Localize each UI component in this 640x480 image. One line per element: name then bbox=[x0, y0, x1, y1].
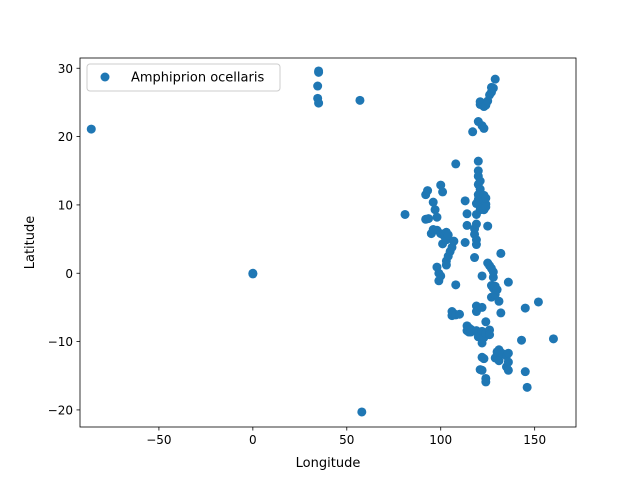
y-axis-label: Latitude bbox=[23, 216, 38, 270]
data-point bbox=[314, 67, 324, 77]
data-point bbox=[475, 176, 485, 186]
x-tick-label: 0 bbox=[249, 433, 257, 447]
data-point bbox=[522, 382, 532, 392]
data-point bbox=[400, 209, 410, 219]
data-point bbox=[468, 127, 478, 137]
data-point bbox=[441, 260, 451, 270]
data-point bbox=[477, 302, 487, 312]
data-point bbox=[477, 271, 487, 281]
data-points bbox=[86, 66, 558, 417]
x-tick-label: 50 bbox=[339, 433, 354, 447]
data-point bbox=[492, 285, 502, 295]
data-point bbox=[485, 330, 495, 340]
data-point bbox=[483, 221, 493, 231]
data-point bbox=[248, 269, 258, 279]
y-tick-label: 30 bbox=[58, 62, 73, 76]
data-point bbox=[477, 365, 487, 375]
data-point bbox=[357, 407, 367, 417]
y-tick-label: 0 bbox=[65, 267, 73, 281]
data-point bbox=[503, 348, 513, 358]
y-tick-label: 10 bbox=[58, 198, 73, 212]
data-point bbox=[503, 365, 513, 375]
legend-label: Amphiprion ocellaris bbox=[131, 71, 264, 86]
data-point bbox=[481, 317, 491, 327]
data-point bbox=[479, 354, 489, 364]
data-point bbox=[438, 187, 448, 197]
data-point bbox=[533, 297, 543, 307]
data-point bbox=[436, 180, 446, 190]
data-point bbox=[470, 253, 480, 263]
data-point bbox=[503, 277, 513, 287]
data-point bbox=[430, 205, 440, 215]
y-tick-label: −10 bbox=[48, 335, 73, 349]
data-point bbox=[481, 373, 491, 383]
data-point bbox=[432, 212, 442, 222]
data-point bbox=[481, 202, 491, 212]
x-axis-label: Longitude bbox=[296, 456, 361, 471]
data-point bbox=[460, 238, 470, 247]
legend-marker bbox=[100, 72, 110, 82]
data-point bbox=[496, 248, 506, 258]
data-point bbox=[355, 95, 365, 105]
data-point bbox=[520, 367, 530, 377]
data-point bbox=[490, 74, 500, 84]
data-point bbox=[471, 235, 481, 245]
data-point bbox=[517, 335, 527, 345]
data-point bbox=[488, 267, 498, 277]
x-tick-label: 150 bbox=[523, 433, 546, 447]
data-point bbox=[455, 309, 465, 319]
data-point bbox=[424, 214, 434, 224]
y-axis-ticks: −20 −10 0 10 20 30 bbox=[48, 62, 80, 417]
x-tick-label: −50 bbox=[146, 433, 171, 447]
data-point bbox=[471, 219, 481, 229]
data-point bbox=[548, 334, 558, 344]
data-point bbox=[460, 196, 470, 206]
data-point bbox=[503, 357, 513, 367]
plot-area bbox=[80, 58, 576, 427]
data-point bbox=[462, 209, 472, 219]
data-point bbox=[473, 156, 483, 166]
data-point bbox=[314, 98, 324, 108]
x-tick-label: 100 bbox=[429, 433, 452, 447]
data-point bbox=[520, 303, 530, 313]
x-axis-ticks: −50 0 50 100 150 bbox=[146, 427, 546, 447]
data-point bbox=[481, 193, 491, 203]
data-point bbox=[423, 186, 433, 196]
data-point bbox=[488, 83, 498, 93]
data-point bbox=[451, 280, 461, 290]
data-point bbox=[443, 230, 453, 240]
data-point bbox=[436, 271, 446, 281]
y-tick-label: 20 bbox=[58, 130, 73, 144]
data-point bbox=[451, 159, 461, 169]
legend: Amphiprion ocellaris bbox=[86, 63, 281, 92]
legend-box bbox=[86, 63, 281, 92]
data-point bbox=[449, 236, 459, 246]
data-point bbox=[313, 81, 323, 91]
data-point bbox=[479, 123, 489, 133]
data-point bbox=[494, 296, 504, 306]
data-point bbox=[462, 220, 472, 230]
data-point bbox=[428, 197, 438, 207]
plot-frame bbox=[79, 57, 577, 428]
data-point bbox=[494, 356, 504, 366]
data-point bbox=[496, 308, 506, 318]
y-tick-label: −20 bbox=[48, 403, 73, 417]
data-point bbox=[86, 124, 96, 134]
